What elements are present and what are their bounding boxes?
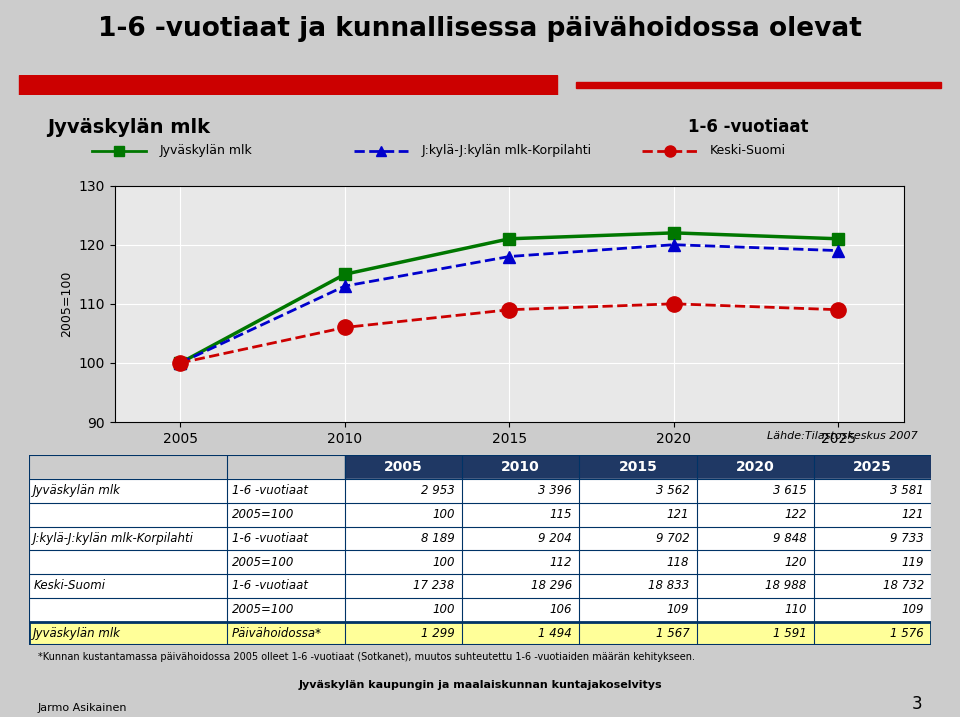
Text: 121: 121: [667, 508, 689, 521]
Bar: [576, 82, 941, 88]
Text: 2015: 2015: [618, 460, 658, 474]
Text: Päivähoidossa*: Päivähoidossa*: [231, 627, 322, 640]
Text: 9 702: 9 702: [656, 532, 689, 545]
Text: J:kylä-J:kylän mlk-Korpilahti: J:kylä-J:kylän mlk-Korpilahti: [421, 144, 591, 157]
Text: 2005=100: 2005=100: [231, 508, 294, 521]
Bar: [29, 598, 931, 622]
Text: 1 567: 1 567: [656, 627, 689, 640]
Text: 2 953: 2 953: [421, 485, 455, 498]
Text: Jyväskylän mlk: Jyväskylän mlk: [47, 118, 210, 137]
Text: 3: 3: [912, 695, 923, 713]
Text: 1 591: 1 591: [773, 627, 806, 640]
Text: Jyväskylän mlk: Jyväskylän mlk: [159, 144, 252, 157]
Text: 100: 100: [432, 556, 455, 569]
Text: Jarmo Asikainen: Jarmo Asikainen: [37, 703, 128, 713]
Text: 3 581: 3 581: [890, 485, 924, 498]
Text: 18 732: 18 732: [883, 579, 924, 592]
Text: 9 848: 9 848: [773, 532, 806, 545]
Text: 100: 100: [432, 603, 455, 616]
Text: 2025: 2025: [853, 460, 892, 474]
Text: 122: 122: [784, 508, 806, 521]
Text: 1-6 -vuotiaat ja kunnallisessa päivähoidossa olevat: 1-6 -vuotiaat ja kunnallisessa päivähoid…: [98, 16, 862, 42]
Text: 110: 110: [784, 603, 806, 616]
Text: 3 562: 3 562: [656, 485, 689, 498]
Text: 109: 109: [901, 603, 924, 616]
Bar: [29, 526, 931, 551]
Text: Jyväskylän mlk: Jyväskylän mlk: [34, 627, 121, 640]
Text: 1 494: 1 494: [539, 627, 572, 640]
Text: 121: 121: [901, 508, 924, 521]
Text: Keski-Suomi: Keski-Suomi: [34, 579, 106, 592]
Text: 9 204: 9 204: [539, 532, 572, 545]
Bar: [345, 455, 931, 479]
Text: 3 615: 3 615: [773, 485, 806, 498]
Text: 2020: 2020: [736, 460, 775, 474]
Text: Jyväskylän mlk: Jyväskylän mlk: [34, 485, 121, 498]
Bar: [29, 503, 931, 526]
Text: 18 988: 18 988: [765, 579, 806, 592]
Text: 17 238: 17 238: [414, 579, 455, 592]
Text: 100: 100: [432, 508, 455, 521]
Text: 120: 120: [784, 556, 806, 569]
Text: 9 733: 9 733: [890, 532, 924, 545]
Bar: [29, 622, 931, 645]
Text: Keski-Suomi: Keski-Suomi: [710, 144, 786, 157]
Text: 2005=100: 2005=100: [231, 556, 294, 569]
Text: *Kunnan kustantamassa päivähoidossa 2005 olleet 1-6 -vuotiaat (Sotkanet), muutos: *Kunnan kustantamassa päivähoidossa 2005…: [37, 652, 695, 663]
Text: 1-6 -vuotiaat: 1-6 -vuotiaat: [687, 118, 808, 136]
Text: Jyväskylän kaupungin ja maalaiskunnan kuntajakoselvitys: Jyväskylän kaupungin ja maalaiskunnan ku…: [299, 680, 661, 690]
Y-axis label: 2005=100: 2005=100: [60, 270, 73, 337]
Text: 8 189: 8 189: [421, 532, 455, 545]
Text: 3 396: 3 396: [539, 485, 572, 498]
Text: 1 576: 1 576: [890, 627, 924, 640]
Text: 1-6 -vuotiaat: 1-6 -vuotiaat: [231, 532, 308, 545]
Text: 1 299: 1 299: [421, 627, 455, 640]
Bar: [29, 574, 931, 598]
Bar: [19, 75, 557, 95]
Text: 118: 118: [667, 556, 689, 569]
Bar: [29, 622, 931, 645]
Text: 115: 115: [549, 508, 572, 521]
Bar: [29, 479, 931, 503]
Bar: [29, 551, 931, 574]
Text: 2010: 2010: [501, 460, 540, 474]
Text: 1-6 -vuotiaat: 1-6 -vuotiaat: [231, 485, 308, 498]
Text: 2005=100: 2005=100: [231, 603, 294, 616]
Text: 119: 119: [901, 556, 924, 569]
Text: 2005: 2005: [384, 460, 422, 474]
Text: 1-6 -vuotiaat: 1-6 -vuotiaat: [231, 579, 308, 592]
Text: 106: 106: [549, 603, 572, 616]
Text: 18 296: 18 296: [531, 579, 572, 592]
Text: 18 833: 18 833: [648, 579, 689, 592]
Text: 109: 109: [667, 603, 689, 616]
Text: 112: 112: [549, 556, 572, 569]
Text: J:kylä-J:kylän mlk-Korpilahti: J:kylä-J:kylän mlk-Korpilahti: [34, 532, 194, 545]
Text: Lähde:Tilastoskeskus 2007: Lähde:Tilastoskeskus 2007: [767, 431, 918, 441]
